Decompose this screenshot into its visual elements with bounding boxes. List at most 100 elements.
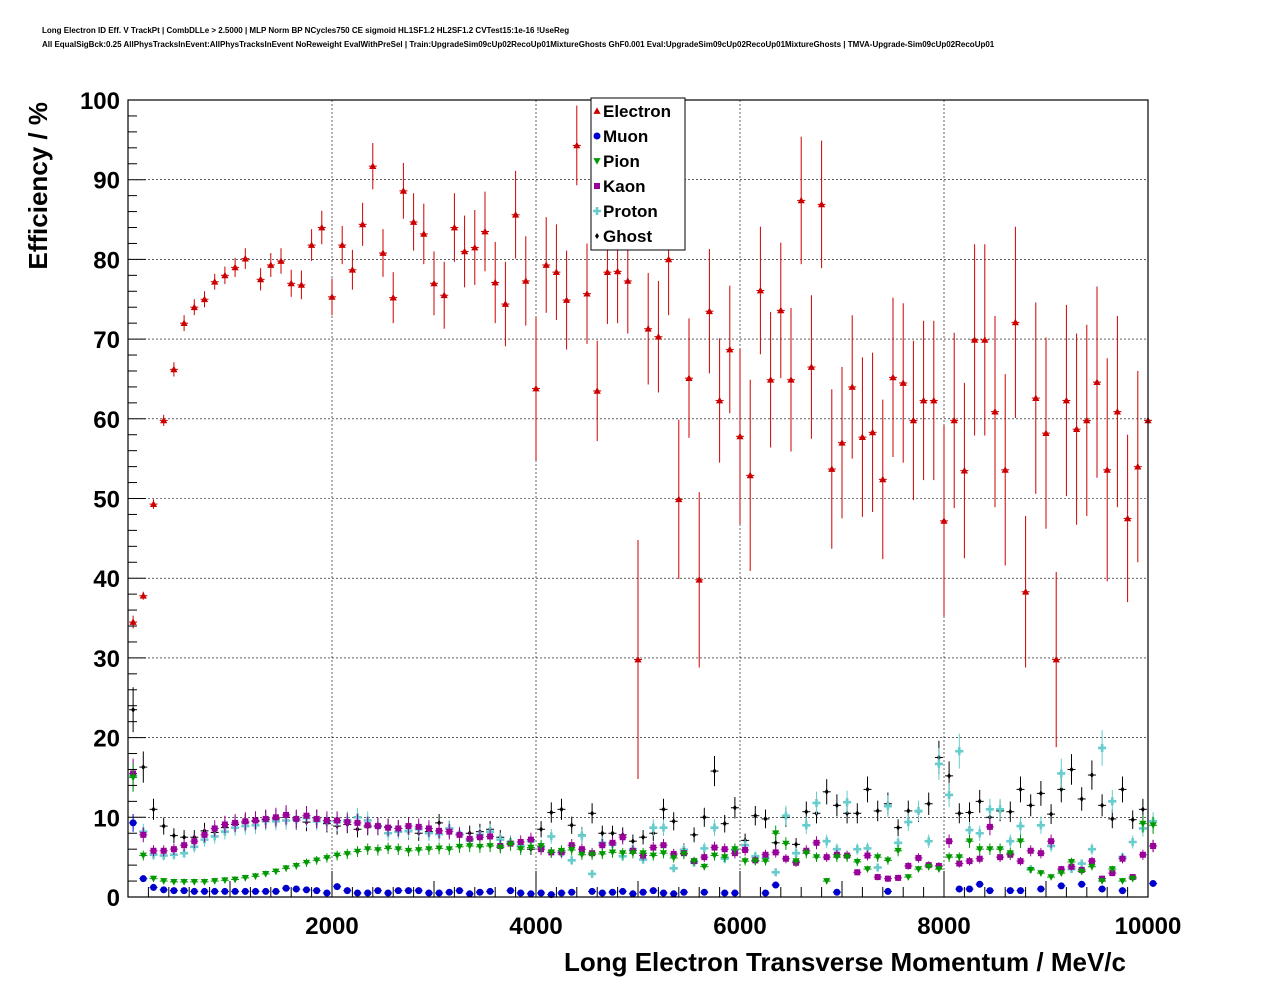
ghost-point bbox=[947, 772, 952, 779]
pion-point bbox=[241, 874, 249, 882]
pion-point bbox=[639, 850, 647, 857]
proton-point bbox=[1036, 821, 1045, 830]
pion-point bbox=[262, 871, 270, 878]
muon-point bbox=[384, 889, 392, 897]
proton-point bbox=[843, 798, 852, 807]
ghost-point bbox=[896, 824, 901, 831]
kaon-point bbox=[976, 855, 983, 862]
electron-point bbox=[634, 655, 642, 663]
legend-marker-ghost bbox=[595, 233, 599, 239]
muon-point bbox=[211, 887, 219, 895]
kaon-point bbox=[201, 831, 208, 838]
electron-point bbox=[542, 261, 550, 268]
pion-point bbox=[578, 851, 586, 859]
pion-point bbox=[445, 846, 453, 853]
electron-point bbox=[909, 416, 917, 424]
pion-point bbox=[700, 863, 708, 871]
muon-point bbox=[456, 887, 463, 895]
ghost-point bbox=[722, 820, 727, 827]
legend-marker-pion bbox=[593, 158, 601, 165]
kaon-point bbox=[599, 842, 606, 849]
ghost-point bbox=[590, 810, 595, 817]
proton-point bbox=[1087, 845, 1096, 854]
kaon-point bbox=[150, 847, 157, 854]
electron-point bbox=[1134, 463, 1142, 470]
series-ghost bbox=[129, 687, 1158, 855]
ghost-point bbox=[1130, 816, 1135, 823]
muon-point bbox=[333, 883, 341, 891]
kaon-point bbox=[650, 844, 657, 851]
electron-point bbox=[950, 416, 958, 424]
pion-point bbox=[823, 878, 831, 885]
pion-point bbox=[721, 854, 729, 861]
pion-point bbox=[884, 857, 892, 864]
proton-point bbox=[945, 790, 954, 799]
pion-point bbox=[557, 847, 566, 855]
kaon-point bbox=[374, 823, 381, 830]
pion-point bbox=[374, 847, 382, 854]
proton-point bbox=[873, 863, 882, 872]
kaon-point bbox=[874, 874, 881, 881]
pion-point bbox=[394, 846, 402, 853]
muon-point bbox=[966, 885, 973, 893]
muon-point bbox=[588, 887, 596, 895]
electron-point bbox=[573, 141, 581, 149]
kaon-point bbox=[609, 839, 616, 846]
proton-point bbox=[1077, 859, 1086, 868]
kaon-point bbox=[170, 846, 177, 853]
kaon-point bbox=[854, 869, 861, 876]
ghost-point bbox=[171, 832, 176, 839]
muon-point bbox=[619, 887, 627, 895]
electron-point bbox=[532, 384, 540, 392]
electron-point bbox=[828, 465, 836, 472]
kaon-point bbox=[293, 815, 300, 822]
electron-point bbox=[746, 471, 754, 479]
pion-point bbox=[292, 863, 300, 870]
kaon-point bbox=[1058, 866, 1065, 873]
electron-point bbox=[160, 416, 168, 424]
proton-point bbox=[955, 747, 964, 756]
muon-point bbox=[445, 888, 453, 896]
proton-point bbox=[792, 849, 801, 858]
x-tick-label: 4000 bbox=[509, 913, 562, 940]
electron-point bbox=[981, 336, 989, 343]
muon-point bbox=[986, 887, 994, 895]
muon-point bbox=[201, 887, 208, 895]
electron-point bbox=[869, 428, 877, 436]
muon-point bbox=[180, 887, 188, 895]
kaon-point bbox=[813, 839, 820, 846]
pion-point bbox=[323, 855, 331, 862]
muon-point bbox=[1006, 887, 1014, 895]
muon-point bbox=[884, 887, 892, 895]
pion-point bbox=[843, 854, 851, 861]
kaon-point bbox=[823, 854, 830, 861]
muon-point bbox=[517, 889, 525, 897]
electron-point bbox=[807, 363, 815, 370]
pion-point bbox=[313, 857, 321, 864]
kaon-point bbox=[191, 838, 198, 845]
electron-point bbox=[1083, 416, 1091, 424]
kaon-point bbox=[252, 817, 259, 824]
pion-point bbox=[1139, 820, 1147, 828]
proton-point bbox=[924, 837, 933, 846]
pion-point bbox=[874, 854, 882, 861]
kaon-point bbox=[456, 831, 463, 838]
muon-point bbox=[670, 890, 678, 898]
muon-point bbox=[537, 889, 545, 897]
kaon-point bbox=[160, 847, 167, 854]
electron-point bbox=[257, 275, 265, 283]
kaon-point bbox=[915, 854, 922, 861]
proton-point bbox=[975, 829, 984, 838]
pion-point bbox=[200, 878, 209, 886]
kaon-point bbox=[211, 825, 218, 832]
muon-point bbox=[139, 875, 147, 883]
electron-point bbox=[328, 293, 336, 300]
proton-point bbox=[547, 832, 556, 841]
ghost-point bbox=[539, 826, 544, 833]
electron-point bbox=[277, 257, 285, 264]
electron-point bbox=[440, 291, 448, 299]
pion-point bbox=[1149, 822, 1157, 829]
kaon-point bbox=[762, 851, 769, 858]
kaon-point bbox=[1088, 858, 1095, 865]
electron-point bbox=[940, 517, 948, 524]
